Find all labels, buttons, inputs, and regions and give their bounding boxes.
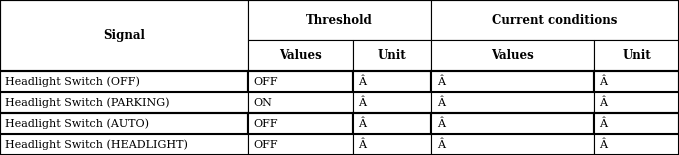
Bar bbox=[431, 40, 594, 71]
Bar bbox=[248, 92, 353, 113]
Bar bbox=[353, 134, 431, 155]
Bar bbox=[0, 92, 248, 113]
Bar bbox=[594, 71, 679, 92]
Text: Â: Â bbox=[359, 118, 367, 129]
Bar bbox=[248, 134, 353, 155]
Bar bbox=[594, 92, 679, 113]
Text: Â: Â bbox=[359, 97, 367, 108]
Text: Â: Â bbox=[359, 77, 367, 87]
Bar bbox=[431, 0, 679, 40]
Text: Values: Values bbox=[492, 49, 534, 62]
Text: Headlight Switch (OFF): Headlight Switch (OFF) bbox=[5, 76, 141, 87]
Bar bbox=[248, 40, 353, 71]
Bar bbox=[353, 71, 431, 92]
Bar bbox=[0, 71, 248, 92]
Text: Current conditions: Current conditions bbox=[492, 14, 618, 27]
Text: Â: Â bbox=[600, 77, 608, 87]
Bar bbox=[0, 113, 248, 134]
Text: ON: ON bbox=[253, 98, 272, 108]
Text: Â: Â bbox=[600, 97, 608, 108]
Text: Headlight Switch (PARKING): Headlight Switch (PARKING) bbox=[5, 97, 170, 108]
Bar bbox=[431, 134, 594, 155]
Text: Â: Â bbox=[600, 118, 608, 129]
Bar bbox=[594, 113, 679, 134]
Text: Â: Â bbox=[600, 139, 608, 150]
Text: Â: Â bbox=[437, 118, 445, 129]
Bar bbox=[431, 92, 594, 113]
Bar bbox=[353, 40, 431, 71]
Bar bbox=[594, 40, 679, 71]
Text: Threshold: Threshold bbox=[306, 14, 373, 27]
Bar bbox=[0, 0, 248, 71]
Bar bbox=[248, 113, 353, 134]
Bar bbox=[353, 113, 431, 134]
Text: Â: Â bbox=[359, 139, 367, 150]
Text: Unit: Unit bbox=[378, 49, 407, 62]
Bar bbox=[248, 0, 431, 40]
Bar bbox=[431, 71, 594, 92]
Text: Â: Â bbox=[437, 97, 445, 108]
Bar bbox=[248, 71, 353, 92]
Text: OFF: OFF bbox=[253, 119, 278, 129]
Text: Values: Values bbox=[279, 49, 322, 62]
Text: Â: Â bbox=[437, 77, 445, 87]
Bar bbox=[431, 113, 594, 134]
Text: Headlight Switch (AUTO): Headlight Switch (AUTO) bbox=[5, 118, 149, 129]
Bar bbox=[353, 92, 431, 113]
Bar bbox=[0, 134, 248, 155]
Text: Unit: Unit bbox=[622, 49, 651, 62]
Text: Signal: Signal bbox=[103, 29, 145, 42]
Bar bbox=[594, 134, 679, 155]
Text: OFF: OFF bbox=[253, 140, 278, 150]
Text: Headlight Switch (HEADLIGHT): Headlight Switch (HEADLIGHT) bbox=[5, 139, 188, 150]
Text: Â: Â bbox=[437, 139, 445, 150]
Text: OFF: OFF bbox=[253, 77, 278, 87]
